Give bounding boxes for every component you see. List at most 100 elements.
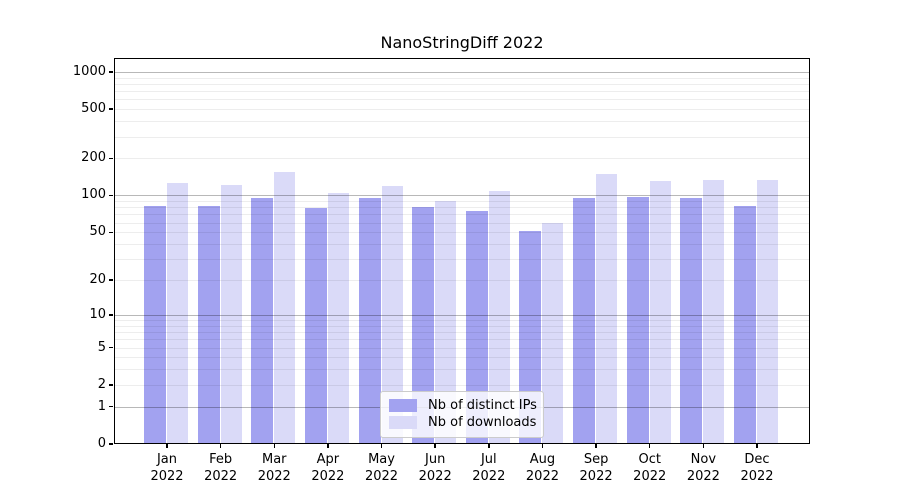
bar-downloads xyxy=(703,179,725,443)
x-tick xyxy=(541,444,544,448)
y-tick xyxy=(109,443,113,445)
y-tick-label: 500 xyxy=(81,101,106,117)
minor-gridline xyxy=(115,214,809,216)
bar-distinct-ips xyxy=(412,207,435,443)
x-tick xyxy=(273,444,276,448)
bar-distinct-ips xyxy=(626,196,649,443)
x-tick-label: May 2022 xyxy=(364,452,399,484)
bar-downloads xyxy=(220,184,242,443)
x-tick-label: Apr 2022 xyxy=(311,452,345,484)
bar-downloads xyxy=(167,183,188,443)
x-tick-label: Jul 2022 xyxy=(472,452,506,484)
chart-title: NanoStringDiff 2022 xyxy=(380,33,544,52)
x-tick xyxy=(380,444,383,448)
x-tick-label: Mar 2022 xyxy=(257,452,291,484)
y-tick-label: 1 xyxy=(97,398,106,414)
y-tick-label: 100 xyxy=(81,187,106,203)
major-gridline xyxy=(115,314,809,316)
minor-gridline xyxy=(115,83,809,85)
minor-gridline xyxy=(115,121,809,123)
bar-distinct-ips xyxy=(573,198,596,443)
y-tick-label: 20 xyxy=(89,272,106,288)
x-tick xyxy=(756,444,758,448)
y-tick xyxy=(109,157,113,160)
x-tick-label: Jan 2022 xyxy=(150,452,184,484)
legend-row-distinct-ips: Nb of distinct IPs xyxy=(389,397,537,414)
y-tick-label: 2 xyxy=(97,376,106,392)
minor-gridline xyxy=(115,325,809,327)
x-tick xyxy=(327,444,329,448)
x-tick xyxy=(702,444,705,448)
minor-gridline xyxy=(115,357,809,359)
y-tick-label: 200 xyxy=(81,150,106,166)
y-tick xyxy=(109,405,113,408)
bar-downloads xyxy=(274,172,296,443)
minor-gridline xyxy=(115,222,809,224)
x-tick xyxy=(166,444,168,448)
x-tick-label: Sep 2022 xyxy=(579,452,613,484)
minor-gridline xyxy=(115,109,809,111)
major-gridline xyxy=(115,71,809,73)
x-tick xyxy=(595,444,597,448)
minor-gridline xyxy=(115,259,809,261)
x-tick xyxy=(648,444,651,448)
bar-distinct-ips xyxy=(519,231,542,443)
bar-downloads xyxy=(435,201,457,443)
x-tick-label: Aug 2022 xyxy=(525,452,559,484)
y-tick-label: 10 xyxy=(89,306,106,322)
y-tick-label: 5 xyxy=(97,339,106,355)
y-tick xyxy=(109,194,113,197)
x-tick xyxy=(488,444,490,448)
y-tick xyxy=(109,231,113,233)
minor-gridline xyxy=(115,244,809,245)
minor-gridline xyxy=(115,207,809,209)
bar-downloads xyxy=(596,174,618,443)
legend-swatch-downloads xyxy=(389,416,417,429)
minor-gridline xyxy=(115,158,809,160)
x-tick-label: Nov 2022 xyxy=(686,452,720,484)
y-tick xyxy=(109,108,113,110)
y-tick-label: 50 xyxy=(89,224,106,240)
x-tick-label: Jun 2022 xyxy=(418,452,452,484)
major-gridline xyxy=(115,195,809,197)
x-tick-label: Oct 2022 xyxy=(633,452,667,484)
minor-gridline xyxy=(115,369,809,371)
bar-distinct-ips xyxy=(358,198,381,443)
bar-downloads xyxy=(327,192,349,443)
y-tick xyxy=(109,71,113,73)
minor-gridline xyxy=(115,320,809,321)
bar-downloads xyxy=(649,181,671,443)
bar-distinct-ips xyxy=(251,198,274,443)
minor-gridline xyxy=(115,339,809,341)
y-tick-label: 0 xyxy=(97,436,106,451)
y-tick xyxy=(109,314,113,316)
legend-swatch-distinct-ips xyxy=(389,399,417,412)
bar-downloads xyxy=(757,179,778,443)
minor-gridline xyxy=(115,99,809,101)
legend-label-distinct-ips: Nb of distinct IPs xyxy=(428,398,537,413)
bar-distinct-ips xyxy=(465,210,488,443)
plot-area-border xyxy=(114,58,810,444)
x-tick-label: Feb 2022 xyxy=(204,452,238,484)
bar-downloads xyxy=(542,222,564,443)
x-tick-label: Dec 2022 xyxy=(740,452,774,484)
minor-gridline xyxy=(115,77,809,79)
y-tick xyxy=(109,279,113,281)
bar-distinct-ips xyxy=(144,206,166,443)
minor-gridline xyxy=(115,136,809,138)
minor-gridline xyxy=(115,280,809,282)
bar-distinct-ips xyxy=(304,208,327,443)
legend: Nb of distinct IPs Nb of downloads xyxy=(380,391,544,438)
minor-gridline xyxy=(115,232,809,234)
x-tick xyxy=(434,444,436,448)
bar-downloads xyxy=(381,186,403,443)
legend-label-downloads: Nb of downloads xyxy=(428,415,537,430)
x-tick xyxy=(219,444,222,448)
y-tick-label: 1000 xyxy=(72,63,106,79)
legend-row-downloads: Nb of downloads xyxy=(389,414,537,431)
minor-gridline xyxy=(115,91,809,93)
minor-gridline xyxy=(115,332,809,334)
